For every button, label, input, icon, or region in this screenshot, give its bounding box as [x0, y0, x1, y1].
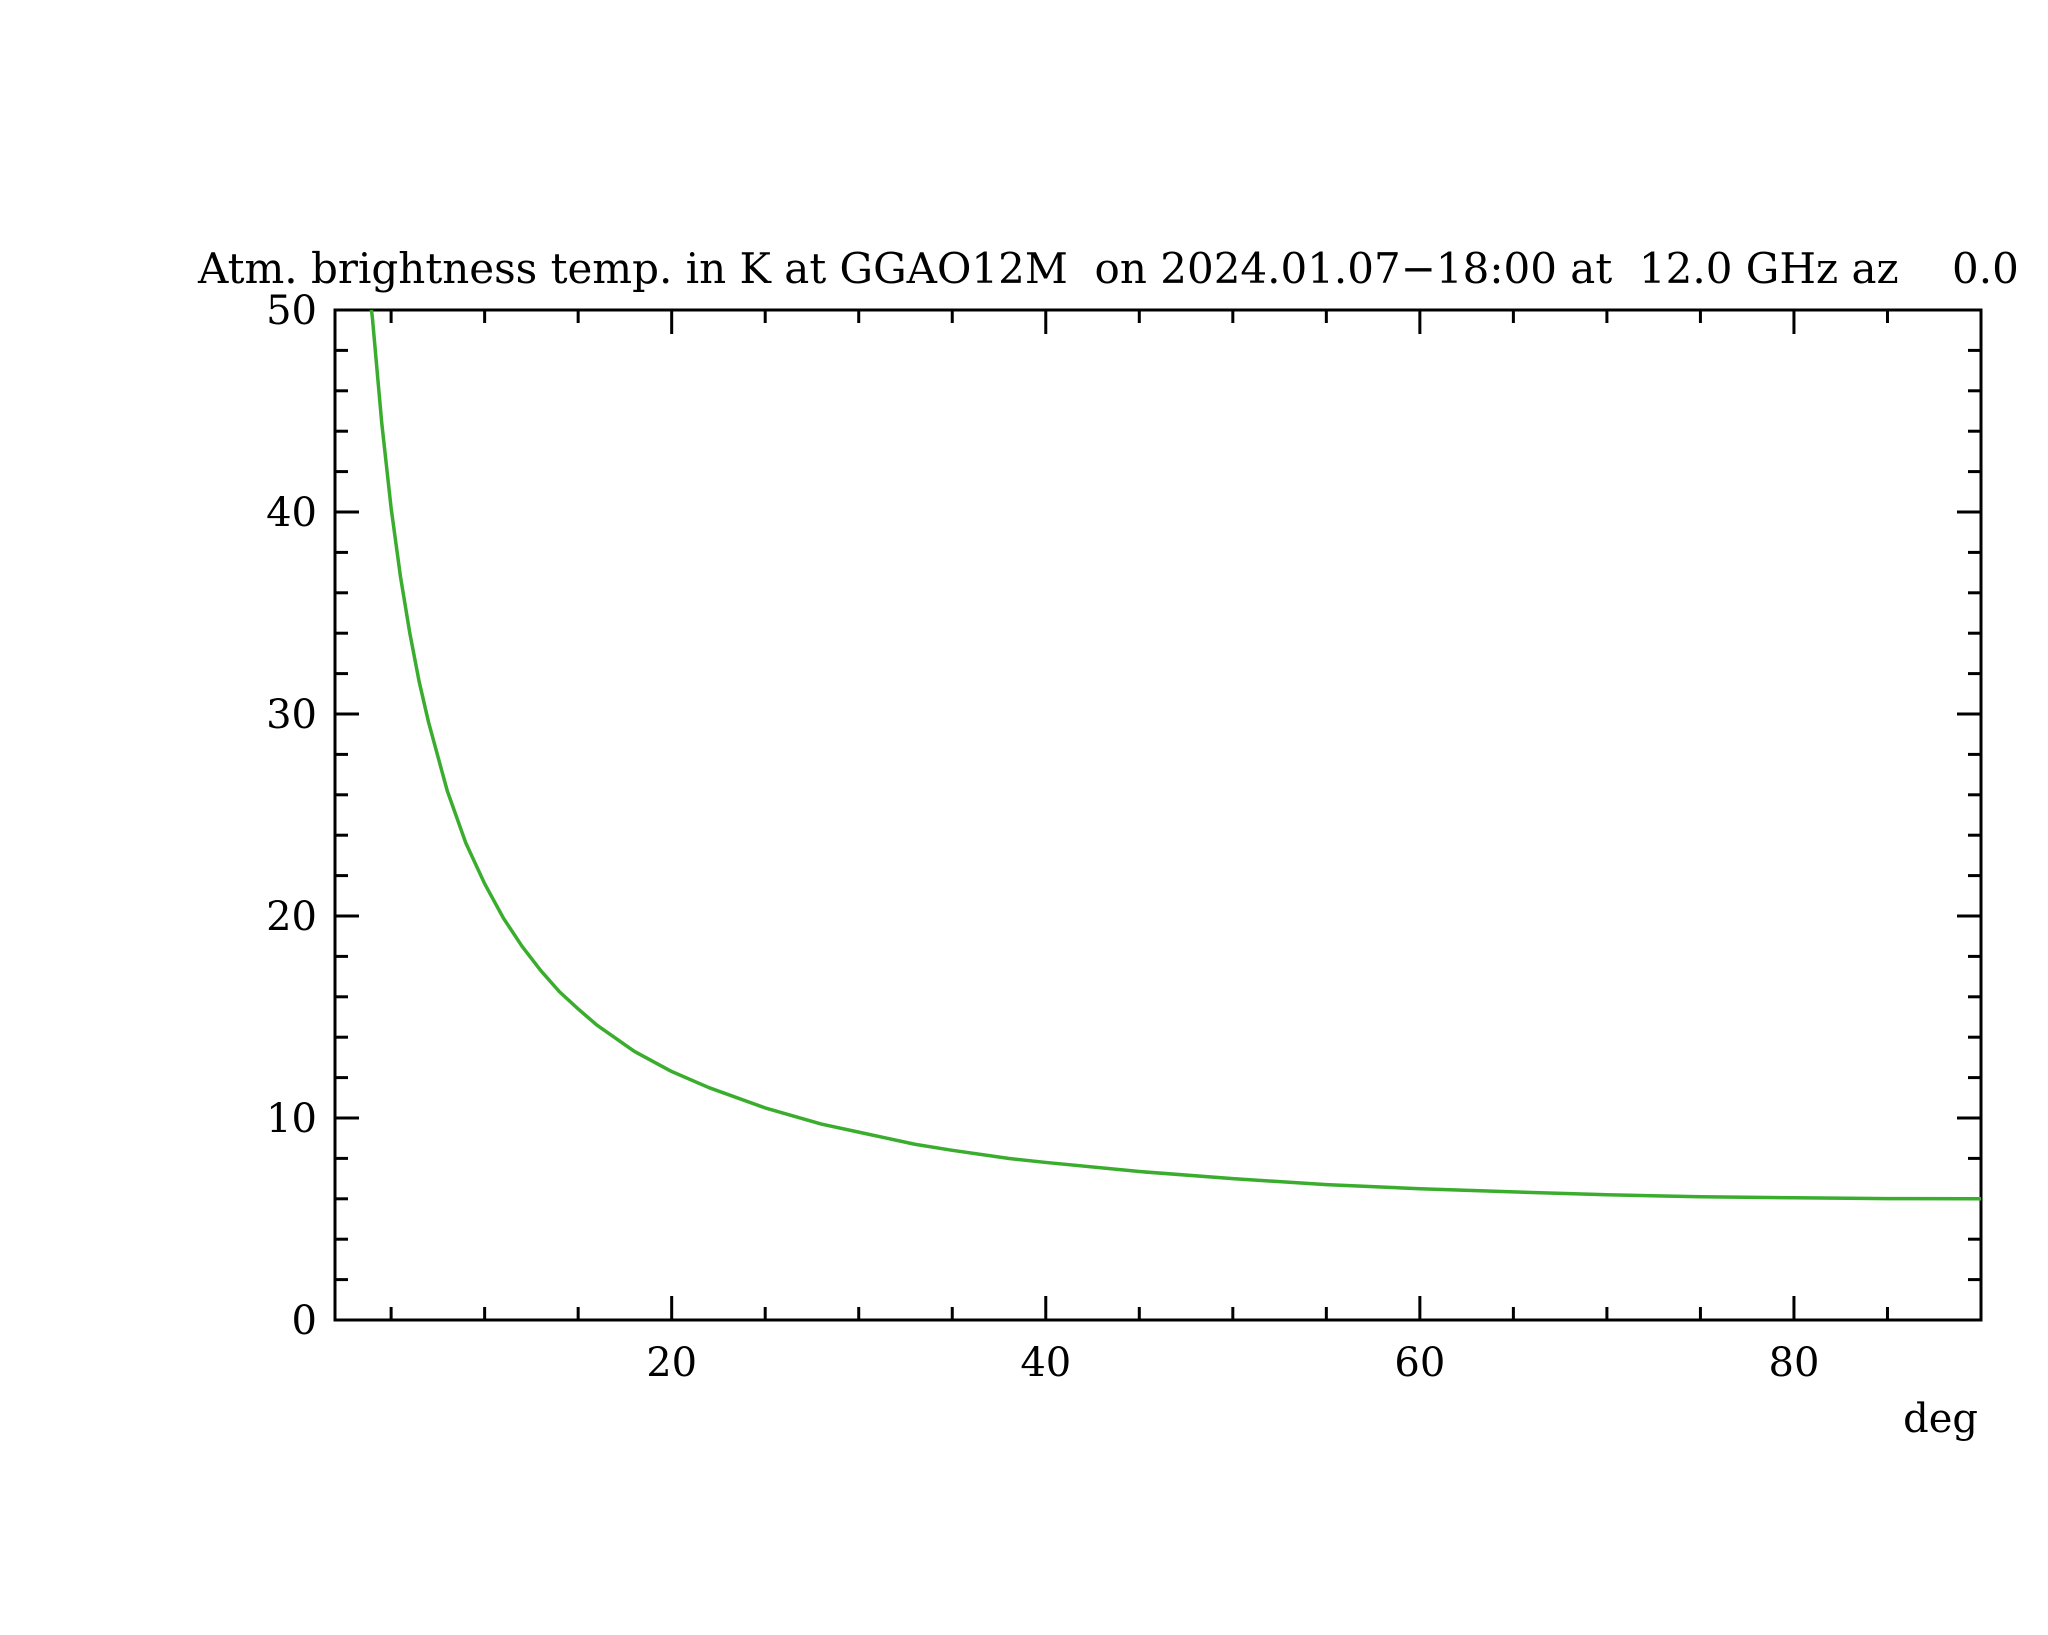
- x-tick-label: 20: [646, 1340, 697, 1386]
- y-tick-label: 0: [292, 1298, 317, 1344]
- y-tick-label: 50: [266, 288, 317, 334]
- y-tick-label: 30: [266, 692, 317, 738]
- y-tick-label: 10: [266, 1096, 317, 1142]
- plot-frame: [333, 308, 1983, 1322]
- x-tick-label: 40: [1020, 1340, 1071, 1386]
- y-tick-label: 40: [266, 490, 317, 536]
- x-tick-label: 80: [1769, 1340, 1820, 1386]
- y-tick-label: 20: [266, 894, 317, 940]
- series-line-atm-brightness-temp-K: [369, 310, 1981, 1201]
- x-axis-unit-label: deg: [1903, 1396, 1978, 1442]
- axis-ticks: [335, 310, 1981, 1320]
- x-tick-label: 60: [1394, 1340, 1445, 1386]
- chart-title: Atm. brightness temp. in K at GGAO12M on…: [198, 244, 2019, 293]
